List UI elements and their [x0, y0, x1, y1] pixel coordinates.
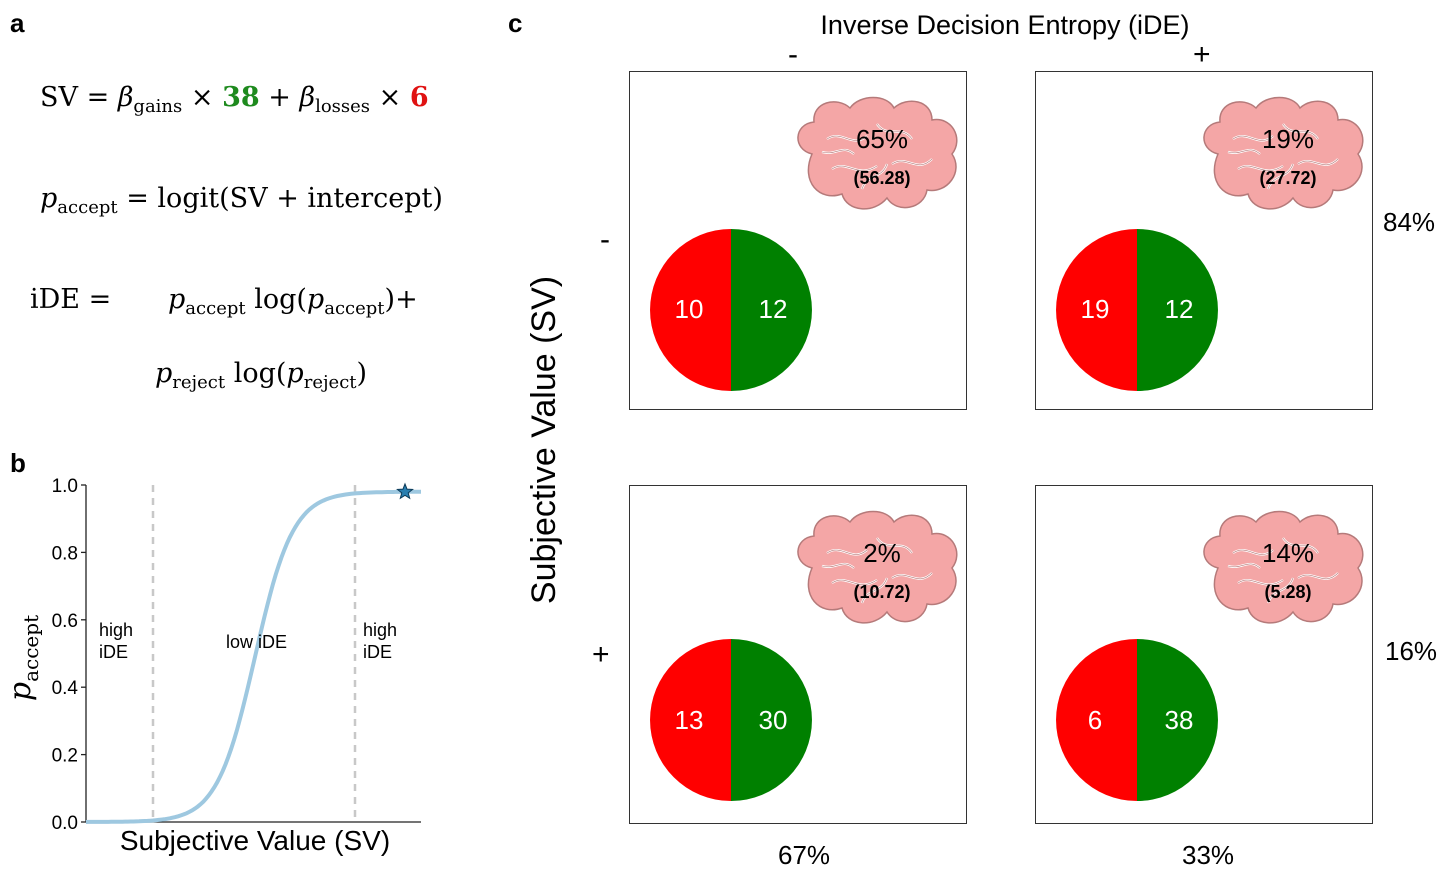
loss-slice [1056, 229, 1137, 391]
gain-value: 38 [1165, 705, 1194, 735]
region-label-left-1: high [99, 620, 133, 640]
loss-value: 10 [675, 294, 704, 324]
region-label-left-2: iDE [99, 642, 128, 662]
column-sign-minus: - [788, 38, 798, 71]
y-tick-label: 1.0 [52, 476, 78, 497]
star-marker [396, 482, 414, 500]
ide-label: iDE = [30, 284, 112, 315]
gain-slice [1137, 229, 1218, 391]
gain-slice [731, 229, 812, 391]
ide-axis-title: Inverse Decision Entropy (iDE) [820, 10, 1190, 40]
row-pct-bottom: 16% [1385, 636, 1438, 666]
y-tick-label: 0.4 [52, 678, 79, 699]
y-tick-label: 0.0 [52, 813, 78, 834]
region-label-right-1: high [363, 620, 397, 640]
panel-letter-c: c [508, 8, 523, 38]
logistic-chart: 0.0 0.2 0.4 0.6 0.8 1.0 high iDE low iDE high… [3, 476, 421, 856]
brain-icon [1203, 510, 1364, 624]
gain-slice [731, 639, 812, 801]
ide-line-2: preject log(preject) [155, 358, 368, 393]
losses-value: 6 [409, 82, 429, 113]
loss-slice [650, 229, 731, 391]
y-axis-title: paccept [3, 615, 43, 701]
brain-icon [1203, 96, 1364, 210]
row-sign-plus: + [592, 638, 610, 671]
gain-value: 30 [759, 705, 788, 735]
col-pct-right: 33% [1182, 840, 1235, 870]
y-tick-label: 0.6 [52, 611, 78, 632]
cell-sv-minus-ide-plus: 19% (27.72) 19 12 [1035, 71, 1373, 410]
brain-pct: 14% [1262, 538, 1314, 568]
loss-slice [1056, 639, 1137, 801]
y-tick-label: 0.2 [52, 746, 78, 767]
loss-slice [650, 639, 731, 801]
loss-value: 6 [1088, 705, 1102, 735]
cell-sv-plus-ide-minus: 2% (10.72) 13 30 [629, 485, 967, 824]
brain-sub: (10.72) [853, 582, 910, 602]
sv-axis-title-wrap: Subjective Value (SV) [525, 276, 563, 604]
col-pct-left: 67% [778, 840, 831, 870]
loss-value: 19 [1081, 294, 1110, 324]
panel-letter-b: b [10, 448, 26, 478]
row-pct-top: 84% [1383, 207, 1436, 237]
brain-sub: (5.28) [1264, 582, 1311, 602]
paccept-equation: paccept = logit(SV + intercept) [40, 183, 443, 218]
brain-sub: (56.28) [853, 168, 910, 188]
logistic-curve [85, 489, 421, 824]
column-sign-plus: + [1193, 38, 1211, 71]
gain-value: 12 [1165, 294, 1194, 324]
panel-letter-a: a [10, 8, 25, 38]
gains-value: 38 [222, 82, 260, 113]
brain-pct: 2% [863, 538, 901, 568]
brain-sub: (27.72) [1259, 168, 1316, 188]
gain-slice [1137, 639, 1218, 801]
cell-sv-plus-ide-plus: 14% (5.28) 6 38 [1035, 485, 1373, 824]
brain-pct: 19% [1262, 124, 1314, 154]
gain-value: 12 [759, 294, 788, 324]
brain-icon [797, 510, 958, 624]
sv-axis-title: Subjective Value (SV) [525, 276, 563, 604]
cell-sv-minus-ide-minus: 65% (56.28) 10 12 [629, 71, 967, 410]
brain-pct: 65% [856, 124, 908, 154]
loss-value: 13 [675, 705, 704, 735]
row-sign-minus: - [600, 223, 610, 256]
region-label-right-2: iDE [363, 642, 392, 662]
sv-equation: SV = βgains × 38 + βlosses × 6 [40, 82, 429, 117]
brain-icon [797, 96, 958, 210]
region-label-middle: low iDE [226, 632, 287, 652]
x-axis-title: Subjective Value (SV) [120, 825, 390, 856]
ide-line-1: paccept log(paccept)+ [168, 284, 418, 319]
y-tick-label: 0.8 [52, 543, 78, 564]
